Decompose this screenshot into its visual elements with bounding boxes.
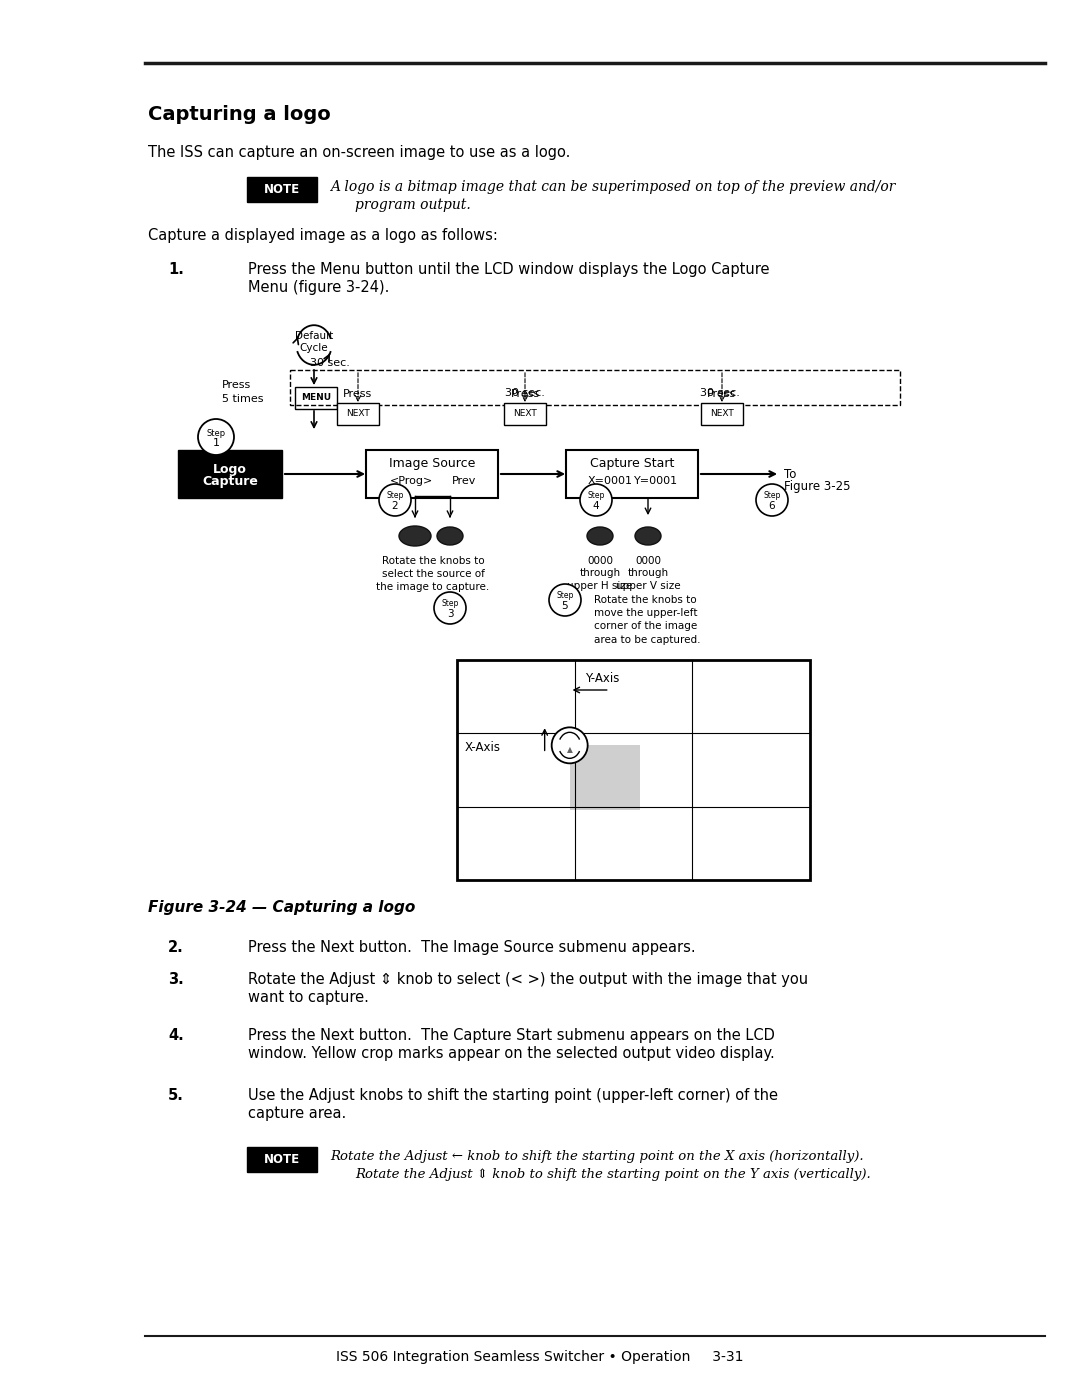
Text: NEXT: NEXT [711, 409, 734, 419]
FancyBboxPatch shape [247, 177, 318, 203]
Text: Y=0001: Y=0001 [634, 476, 678, 486]
Text: Default
Cycle: Default Cycle [295, 331, 333, 353]
Text: Press
5 times: Press 5 times [222, 380, 264, 404]
Text: program output.: program output. [355, 198, 471, 212]
Text: Capture a displayed image as a logo as follows:: Capture a displayed image as a logo as f… [148, 228, 498, 243]
Text: window. Yellow crop marks appear on the selected output video display.: window. Yellow crop marks appear on the … [248, 1046, 774, 1060]
Text: Press: Press [343, 388, 373, 400]
Text: 4: 4 [593, 502, 599, 511]
Text: Press: Press [707, 388, 737, 400]
Text: Capture: Capture [202, 475, 258, 489]
FancyBboxPatch shape [566, 450, 698, 497]
Text: 5: 5 [562, 601, 568, 610]
Circle shape [434, 592, 465, 624]
Text: 3: 3 [447, 609, 454, 619]
Text: X-Axis: X-Axis [465, 742, 501, 754]
Text: To: To [784, 468, 796, 481]
Circle shape [552, 728, 588, 763]
Text: ISS 506 Integration Seamless Switcher • Operation     3-31: ISS 506 Integration Seamless Switcher • … [336, 1350, 744, 1363]
Text: Use the Adjust knobs to shift the starting point (upper-left corner) of the: Use the Adjust knobs to shift the starti… [248, 1088, 778, 1104]
Text: 4.: 4. [168, 1028, 184, 1044]
Circle shape [379, 483, 411, 515]
Text: 30 sec.: 30 sec. [505, 388, 545, 398]
Text: Rotate the Adjust ⇕ knob to select (< >) the output with the image that you: Rotate the Adjust ⇕ knob to select (< >)… [248, 972, 808, 988]
Text: Step: Step [764, 492, 781, 500]
Text: 3.: 3. [168, 972, 184, 988]
Text: The ISS can capture an on-screen image to use as a logo.: The ISS can capture an on-screen image t… [148, 145, 570, 161]
Circle shape [198, 419, 234, 455]
FancyBboxPatch shape [295, 387, 337, 409]
FancyBboxPatch shape [178, 450, 282, 497]
Text: Press: Press [511, 388, 540, 400]
Text: Rotate the knobs to
select the source of
the image to capture.: Rotate the knobs to select the source of… [376, 556, 489, 592]
Text: Capturing a logo: Capturing a logo [148, 105, 330, 124]
FancyBboxPatch shape [504, 402, 546, 425]
Text: ▲: ▲ [567, 745, 572, 754]
Text: Press the Next button.  The Capture Start submenu appears on the LCD: Press the Next button. The Capture Start… [248, 1028, 774, 1044]
Text: NEXT: NEXT [346, 409, 369, 419]
FancyBboxPatch shape [247, 1147, 318, 1172]
Text: 30 sec.: 30 sec. [700, 388, 740, 398]
Text: Capture Start: Capture Start [590, 457, 674, 471]
Text: Image Source: Image Source [389, 457, 475, 471]
Text: Rotate the Adjust ⇕ knob to shift the starting point on the Y axis (vertically).: Rotate the Adjust ⇕ knob to shift the st… [355, 1168, 870, 1180]
Text: 0000
through
upper H size: 0000 through upper H size [567, 556, 633, 591]
FancyBboxPatch shape [701, 402, 743, 425]
Text: 6: 6 [769, 502, 775, 511]
Text: Step: Step [206, 429, 226, 437]
Text: Press the Menu button until the LCD window displays the Logo Capture: Press the Menu button until the LCD wind… [248, 263, 769, 277]
Text: 0000
through
upper V size: 0000 through upper V size [616, 556, 680, 591]
Text: 30 sec.: 30 sec. [310, 358, 350, 367]
Text: Figure 3-24 — Capturing a logo: Figure 3-24 — Capturing a logo [148, 900, 416, 915]
Bar [569, 746, 639, 810]
Text: Rotate the Adjust ← knob to shift the starting point on the X axis (horizontally: Rotate the Adjust ← knob to shift the st… [330, 1150, 864, 1162]
FancyBboxPatch shape [366, 450, 498, 497]
Text: 2: 2 [392, 502, 399, 511]
Text: NOTE: NOTE [264, 183, 300, 196]
Text: 1: 1 [213, 439, 219, 448]
Text: <Prog>: <Prog> [390, 476, 433, 486]
Text: NEXT: NEXT [513, 409, 537, 419]
FancyBboxPatch shape [337, 402, 379, 425]
Text: capture area.: capture area. [248, 1106, 347, 1120]
Text: Menu (figure 3-24).: Menu (figure 3-24). [248, 279, 390, 295]
Text: Rotate the knobs to
move the upper-left
corner of the image
area to be captured.: Rotate the knobs to move the upper-left … [594, 595, 701, 644]
Circle shape [549, 584, 581, 616]
Text: Step: Step [588, 492, 605, 500]
Text: Step: Step [556, 591, 573, 601]
Text: Step: Step [387, 492, 404, 500]
Bar [457, 659, 810, 880]
Text: NOTE: NOTE [264, 1153, 300, 1166]
Circle shape [756, 483, 788, 515]
Text: Step: Step [442, 599, 459, 609]
Text: 5.: 5. [168, 1088, 184, 1104]
Text: Press the Next button.  The Image Source submenu appears.: Press the Next button. The Image Source … [248, 940, 696, 956]
Text: A logo is a bitmap image that can be superimposed on top of the preview and/or: A logo is a bitmap image that can be sup… [330, 180, 895, 194]
Text: Figure 3-25: Figure 3-25 [784, 481, 851, 493]
Ellipse shape [635, 527, 661, 545]
Text: 2.: 2. [168, 940, 184, 956]
Text: MENU: MENU [301, 394, 332, 402]
Text: X=0001: X=0001 [588, 476, 633, 486]
Ellipse shape [399, 527, 431, 546]
Ellipse shape [437, 527, 463, 545]
Ellipse shape [588, 527, 613, 545]
Text: Prev: Prev [451, 476, 476, 486]
Text: Logo: Logo [213, 462, 247, 475]
Text: Y-Axis: Y-Axis [584, 672, 619, 685]
Text: 1.: 1. [168, 263, 184, 277]
Text: want to capture.: want to capture. [248, 990, 369, 1004]
Circle shape [580, 483, 612, 515]
